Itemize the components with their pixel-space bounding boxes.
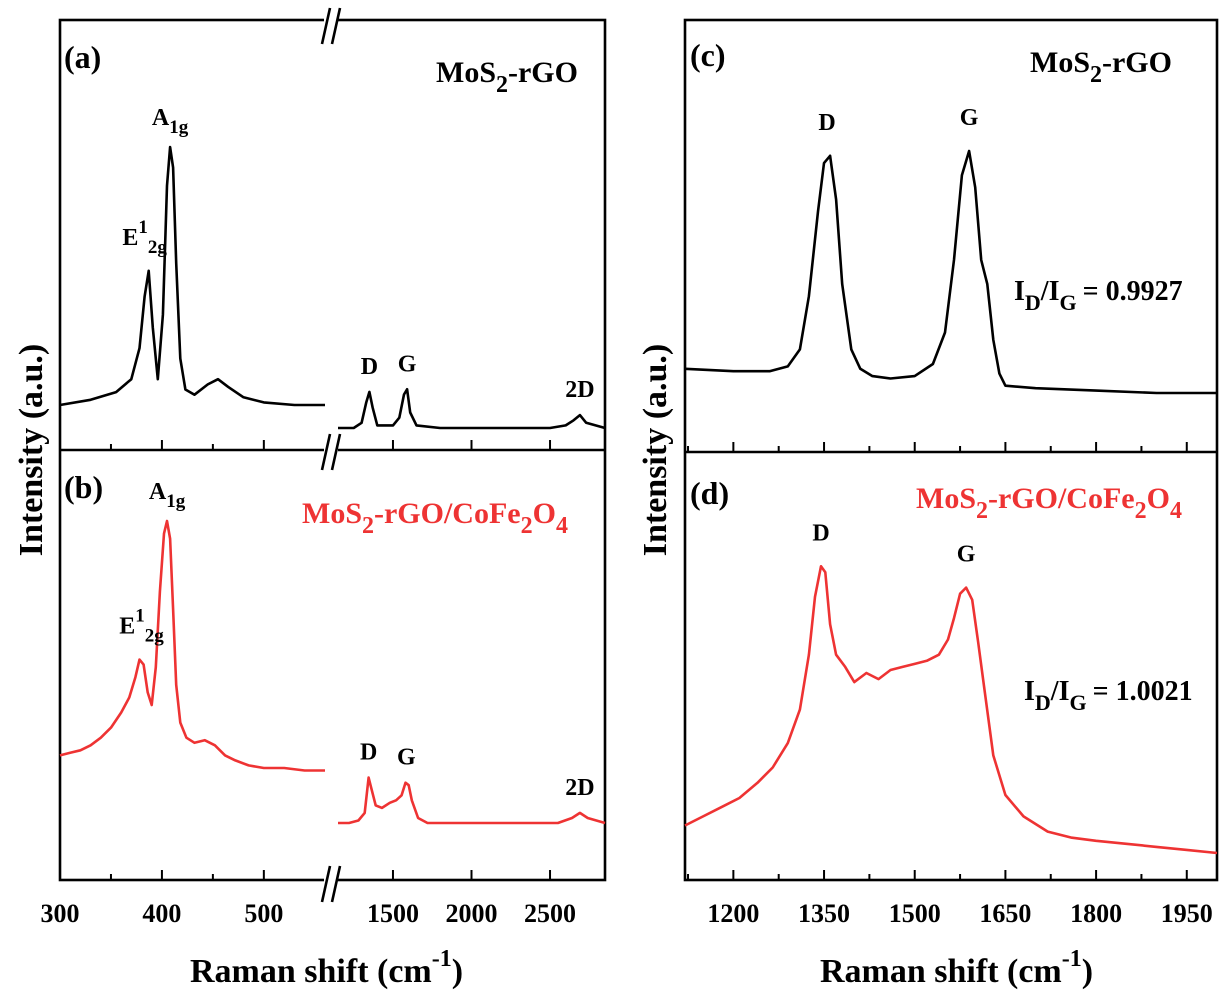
panel-d-tick-label-1800: 1800 xyxy=(1070,899,1122,928)
peak-label-d-1: G xyxy=(957,542,976,568)
panel-b-seg2-tick-label-1500: 1500 xyxy=(367,899,419,928)
series-name-c: MoS2-rGO xyxy=(1030,46,1172,88)
peak-label-c-1: G xyxy=(960,105,979,131)
panel-d-tick-label-1650: 1650 xyxy=(979,899,1031,928)
series-name-b: MoS2-rGO/CoFe2O4 xyxy=(302,497,568,539)
series-line-a-seg2 xyxy=(338,388,606,430)
panel-d-tick-label-1950: 1950 xyxy=(1161,899,1213,928)
ratio-annotation-d: ID/IG = 1.0021 xyxy=(1024,676,1193,715)
axis-break-gap xyxy=(324,14,338,886)
peak-label-b-3: G xyxy=(397,745,416,771)
series-name-a: MoS2-rGO xyxy=(436,56,578,98)
peak-label-c-0: D xyxy=(818,110,835,136)
x-axis-label-right: Raman shift (cm-1) xyxy=(820,946,1093,990)
ratio-annotation-c: ID/IG = 0.9927 xyxy=(1014,276,1183,315)
peak-label-a-3: G xyxy=(398,351,417,377)
axis-break-bottom xyxy=(320,865,342,903)
peak-label-d-0: D xyxy=(812,520,829,546)
panel-d-tick-label-1350: 1350 xyxy=(798,899,850,928)
axis-break-top xyxy=(320,7,342,45)
panel-label-b: (b) xyxy=(64,469,103,505)
panel-b-seg1-tick-label-400: 400 xyxy=(142,899,181,928)
series-name-d: MoS2-rGO/CoFe2O4 xyxy=(916,482,1182,524)
series-line-a-seg1 xyxy=(59,145,325,407)
panel-b-seg1-tick-label-500: 500 xyxy=(244,899,283,928)
panel-b-seg1-tick-label-300: 300 xyxy=(41,899,80,928)
y-axis-label-left: Intensity (a.u.) xyxy=(13,344,50,557)
peak-label-a-0: E12g xyxy=(122,217,167,258)
x-axis-label-left: Raman shift (cm-1) xyxy=(190,946,463,990)
curves-layer xyxy=(59,145,1218,855)
series-line-d xyxy=(684,565,1218,855)
peak-label-a-2: D xyxy=(361,354,378,380)
right-frame xyxy=(683,18,1219,882)
panel-label-c: (c) xyxy=(690,37,726,73)
peak-label-b-2: D xyxy=(360,740,377,766)
axis-break-middle xyxy=(320,433,342,471)
panel-b-seg2-tick-label-2000: 2000 xyxy=(446,899,498,928)
series-line-b-seg1 xyxy=(59,519,325,772)
panel-b-seg2-tick-label-2500: 2500 xyxy=(524,899,576,928)
peak-label-b-1: A1g xyxy=(149,479,186,512)
panel-d-tick-label-1200: 1200 xyxy=(707,899,759,928)
peak-label-b-0: E12g xyxy=(119,606,164,647)
panel-label-d: (d) xyxy=(690,475,729,511)
peak-label-a-4: 2D xyxy=(565,377,594,403)
peak-label-b-4: 2D xyxy=(565,775,594,801)
y-axis-label-right: Intensity (a.u.) xyxy=(637,344,674,557)
panel-label-a: (a) xyxy=(64,39,101,75)
panel-d-tick-label-1500: 1500 xyxy=(889,899,941,928)
peak-label-a-1: A1g xyxy=(152,105,189,138)
series-line-c xyxy=(684,149,1217,395)
ticks-layer: 300 400 500 1500 2000 2500 1200 1350 1500 1650 180… xyxy=(41,440,1213,928)
series-line-b-seg2 xyxy=(338,776,606,825)
